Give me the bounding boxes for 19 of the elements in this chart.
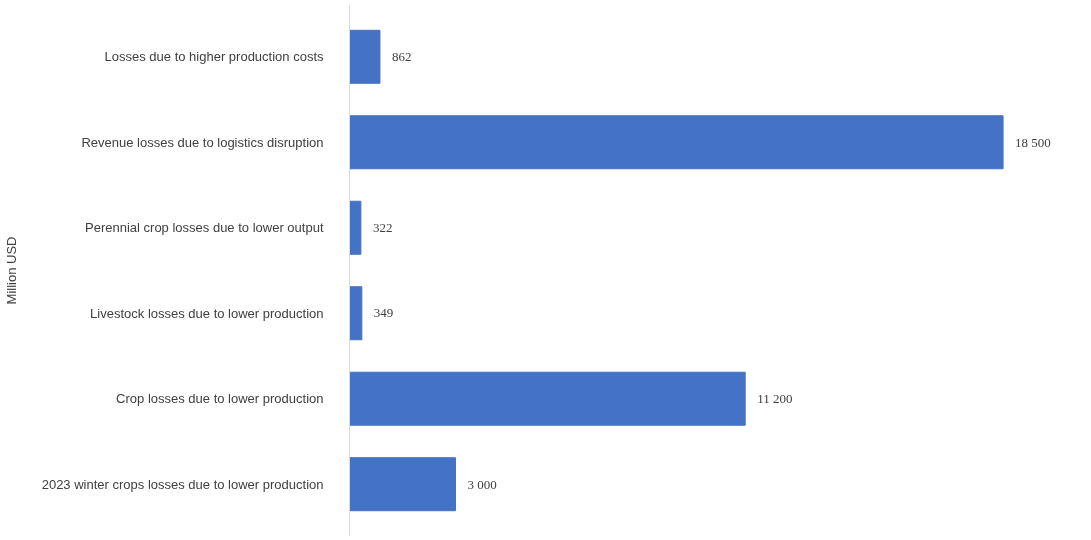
y-axis-title: Million USD [3,236,19,305]
y-tick-label: Perennial crop losses due to lower output [85,220,324,236]
y-tick-label: Livestock losses due to lower production [90,305,324,321]
data-label: 322 [372,219,393,235]
data-label: 18 500 [1015,134,1051,150]
data-label: 3 000 [467,476,497,492]
y-tick-label: 2023 winter crops losses due to lower production [41,476,324,492]
bar [349,200,362,255]
y-tick-label: Revenue losses due to logistics disruption [81,134,324,150]
bar [349,286,363,341]
bar [349,457,456,512]
bar [349,115,1004,170]
data-label: 349 [373,305,394,321]
y-tick-label: Crop losses due to lower production [116,391,324,407]
bar [349,371,746,426]
data-label: 11 200 [757,391,793,407]
data-label: 862 [391,48,412,64]
bar [349,29,381,84]
y-tick-label: Losses due to higher production costs [104,49,324,65]
